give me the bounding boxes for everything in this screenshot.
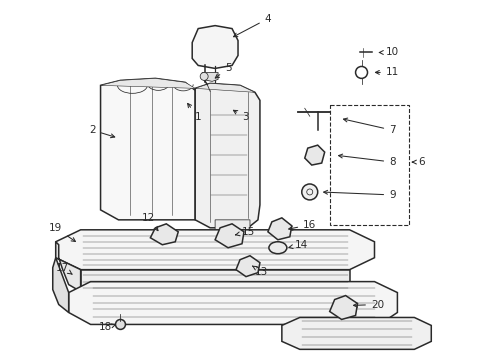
Circle shape [115, 319, 125, 329]
Text: 2: 2 [89, 125, 115, 138]
Polygon shape [68, 282, 397, 324]
Ellipse shape [268, 242, 286, 254]
Polygon shape [192, 26, 238, 68]
Text: 9: 9 [323, 190, 395, 200]
Text: 18: 18 [99, 323, 115, 332]
Text: 16: 16 [288, 220, 316, 230]
Polygon shape [53, 258, 68, 312]
Text: 5: 5 [215, 63, 231, 78]
Circle shape [200, 72, 208, 80]
Text: 14: 14 [288, 240, 308, 250]
Text: 8: 8 [338, 154, 395, 167]
Polygon shape [56, 230, 374, 270]
Text: 13: 13 [252, 266, 268, 276]
Text: 4: 4 [233, 14, 271, 37]
Text: 12: 12 [142, 213, 158, 231]
Polygon shape [101, 78, 254, 92]
Bar [329, 105, 408, 225]
Polygon shape [81, 270, 349, 292]
Circle shape [301, 184, 317, 200]
Text: 20: 20 [353, 300, 383, 310]
Text: 10: 10 [379, 48, 398, 58]
Polygon shape [150, 224, 178, 245]
Text: 11: 11 [375, 67, 398, 77]
Polygon shape [202, 72, 218, 81]
Text: 3: 3 [233, 110, 248, 122]
Polygon shape [56, 242, 81, 292]
Polygon shape [304, 145, 324, 165]
Polygon shape [215, 224, 244, 248]
Text: 1: 1 [187, 103, 201, 122]
Polygon shape [101, 78, 195, 220]
Polygon shape [215, 220, 249, 240]
Text: 15: 15 [235, 227, 254, 237]
Polygon shape [281, 318, 430, 349]
Polygon shape [236, 256, 260, 276]
Polygon shape [267, 218, 291, 240]
Text: 6: 6 [411, 157, 424, 167]
Text: 7: 7 [343, 118, 395, 135]
Polygon shape [329, 296, 357, 319]
Polygon shape [195, 84, 260, 228]
Text: 17: 17 [56, 263, 72, 274]
Text: 19: 19 [49, 223, 75, 242]
